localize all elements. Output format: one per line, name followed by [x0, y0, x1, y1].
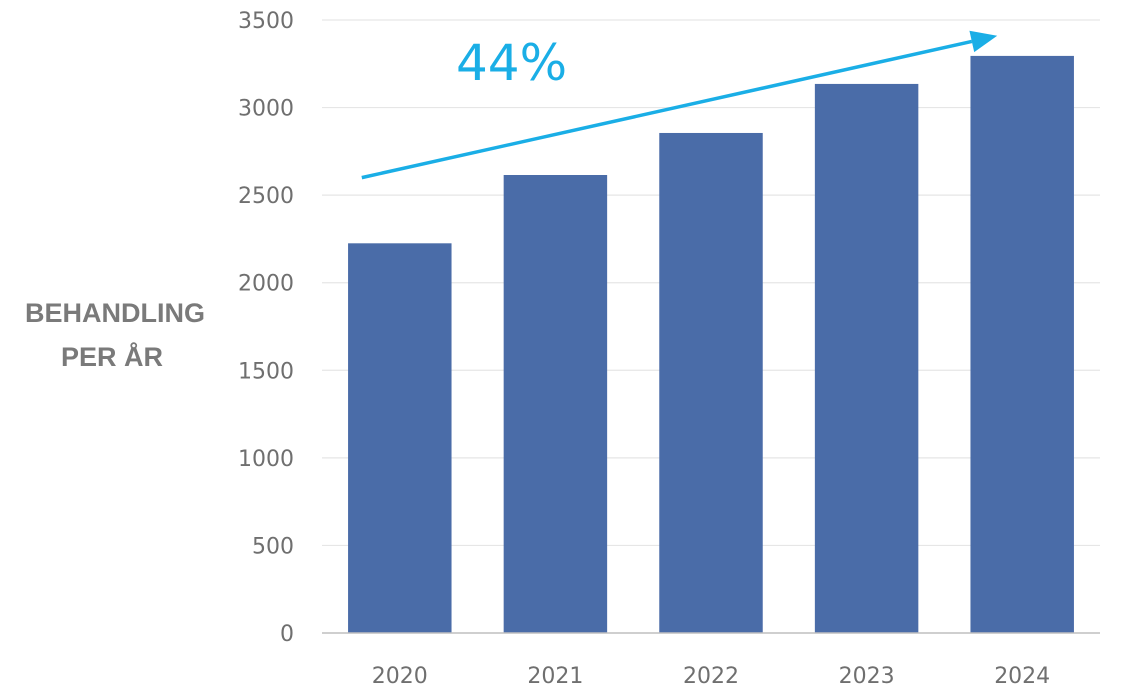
bar-2023 [814, 83, 919, 634]
y-tick-labels: 0 500 1000 1500 2000 2500 3000 3500 [238, 9, 294, 647]
bar-2024 [970, 55, 1074, 633]
y-tick-label: 1500 [238, 359, 294, 384]
trend-arrow-line [361, 39, 973, 180]
x-tick-label: 2022 [683, 664, 739, 689]
y-tick-label: 2000 [238, 272, 294, 297]
bars [348, 55, 1074, 634]
bar-2022 [659, 132, 763, 633]
bar-2021 [503, 175, 608, 633]
trend-arrow-head-icon [969, 30, 998, 53]
growth-annotation: 44% [361, 30, 998, 180]
y-tick-label: 0 [280, 622, 294, 647]
y-tick-label: 1000 [238, 447, 294, 472]
x-tick-label: 2023 [839, 664, 895, 689]
y-tick-label: 3000 [238, 97, 294, 122]
y-tick-label: 2500 [238, 184, 294, 209]
x-tick-labels: 2020 2021 2022 2023 2024 [372, 664, 1050, 689]
x-tick-label: 2021 [527, 664, 583, 689]
y-axis-label-line-2: PER ÅR [61, 341, 163, 372]
bar-2020 [348, 243, 452, 634]
y-tick-label: 3500 [238, 9, 294, 34]
y-tick-label: 500 [252, 534, 294, 559]
x-tick-label: 2020 [372, 664, 428, 689]
growth-percentage-label: 44% [456, 34, 567, 92]
y-axis-label-line-1: BEHANDLING [25, 298, 205, 328]
x-tick-label: 2024 [994, 664, 1050, 689]
